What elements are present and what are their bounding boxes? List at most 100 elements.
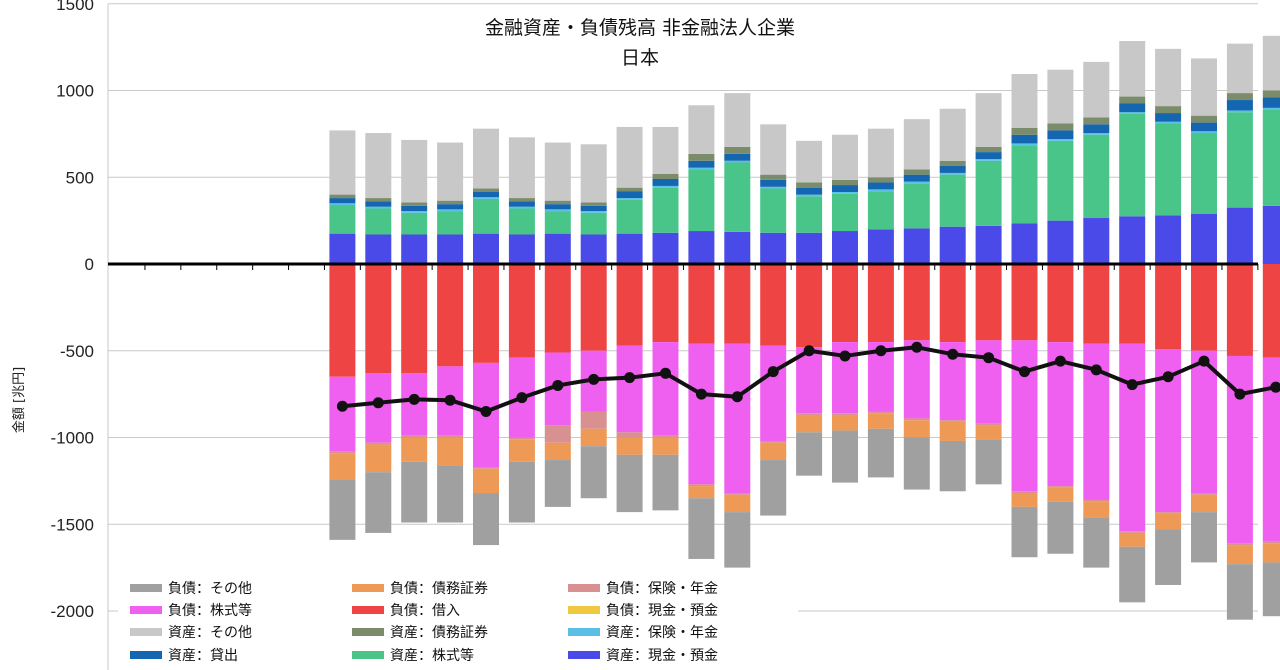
bar-segment — [1226, 93, 1253, 101]
bar-segment — [1083, 134, 1110, 219]
bar-segment — [616, 437, 643, 455]
y-tick-label: -500 — [60, 342, 94, 361]
bar-segment — [544, 425, 571, 443]
bar-segment — [1011, 145, 1038, 224]
bar-segment — [616, 432, 643, 438]
bar-segment — [1191, 264, 1217, 351]
bar-segment — [1262, 264, 1280, 358]
bar-segment — [616, 345, 643, 433]
bar-segment — [1011, 143, 1038, 146]
bar-segment — [1119, 113, 1146, 217]
bar-segment — [580, 212, 607, 235]
bar-segment — [1119, 103, 1146, 113]
bar-segment — [975, 225, 1002, 264]
net-line-point — [1126, 379, 1138, 391]
bar-segment — [903, 420, 930, 438]
bar-segment — [939, 160, 966, 166]
bar-segment — [1119, 112, 1146, 114]
bar-segment — [329, 194, 356, 199]
bar-segment — [652, 435, 679, 438]
bar-segment — [473, 197, 499, 199]
bar-segment — [544, 460, 571, 507]
bar-segment — [1262, 109, 1280, 206]
bar-segment — [508, 439, 535, 462]
bar-segment — [1119, 546, 1146, 603]
bar-segment — [473, 233, 499, 264]
net-line-point — [372, 397, 384, 409]
bar-segment — [832, 191, 858, 194]
bar-segment — [903, 169, 930, 175]
bar-segment — [473, 198, 499, 234]
bar-segment — [1047, 501, 1074, 554]
bar-segment — [1083, 117, 1110, 125]
net-line-point — [911, 341, 923, 353]
net-line-point — [1162, 371, 1174, 383]
bar-segment — [437, 142, 464, 201]
bar-segment — [724, 512, 751, 568]
bar-segment — [760, 232, 787, 264]
bar-segment — [1226, 43, 1253, 94]
bar-segment — [473, 493, 499, 546]
bar-segment — [1083, 133, 1110, 135]
bar-segment — [903, 228, 930, 264]
legend-label: 資産：債務証券 — [390, 625, 488, 641]
net-line-point — [875, 345, 887, 357]
y-tick-label: 500 — [66, 168, 94, 187]
legend-label: 資産：貸出 — [168, 648, 238, 664]
bar-segment — [1047, 123, 1074, 131]
bar-segment — [1083, 124, 1110, 134]
bar-segment — [544, 200, 571, 205]
bar-segment — [688, 486, 715, 499]
bar-segment — [329, 198, 356, 204]
bar-segment — [401, 212, 428, 235]
bar-segment — [903, 174, 930, 182]
bar-segment — [1011, 493, 1038, 507]
bar-segment — [975, 146, 1002, 153]
bar-segment — [688, 484, 715, 487]
bar-segment — [365, 133, 392, 199]
bar-segment — [1119, 264, 1146, 344]
bar-segment — [1155, 106, 1182, 114]
legend-label: 負債：その他 — [168, 581, 252, 597]
legend-label: 資産：現金・預金 — [606, 648, 718, 664]
bar-segment — [365, 198, 392, 202]
bar-segment — [544, 442, 571, 461]
bar-segment — [580, 211, 607, 213]
bar-segment — [508, 234, 535, 264]
bar-segment — [1226, 110, 1253, 113]
legend-swatch — [568, 606, 600, 614]
bar-segment — [1226, 543, 1253, 546]
bar-segment — [1083, 218, 1110, 264]
net-line-point — [408, 393, 420, 405]
bar-segment — [832, 264, 858, 343]
bar-segment — [903, 437, 930, 490]
bar-segment — [544, 233, 571, 264]
bar-segment — [401, 435, 428, 438]
bar-segment — [329, 479, 356, 540]
bar-segment — [1155, 512, 1182, 514]
bar-segment — [1119, 41, 1146, 97]
bar-segment — [724, 146, 751, 154]
net-line-point — [480, 405, 492, 417]
bar-segment — [1191, 122, 1217, 132]
bar-segment — [867, 264, 894, 343]
bar-segment — [975, 264, 1002, 341]
bar-segment — [652, 173, 679, 179]
bar-segment — [580, 411, 607, 429]
bar-segment — [939, 172, 966, 175]
bar-segment — [724, 162, 751, 232]
bar-segment — [437, 204, 464, 210]
bar-segment — [473, 128, 499, 189]
bar-segment — [688, 498, 715, 559]
y-tick-label: -2000 — [51, 602, 94, 621]
bar-segment — [580, 144, 607, 203]
net-line-point — [767, 366, 779, 378]
bar-segment — [1119, 96, 1146, 104]
bar-segment — [1155, 215, 1182, 264]
bar-segment — [365, 444, 392, 473]
x-ticks — [144, 264, 1259, 270]
net-line-point — [1270, 381, 1280, 393]
bar-segment — [796, 194, 823, 197]
bar-segment — [616, 233, 643, 264]
bar-segment — [1011, 134, 1038, 144]
